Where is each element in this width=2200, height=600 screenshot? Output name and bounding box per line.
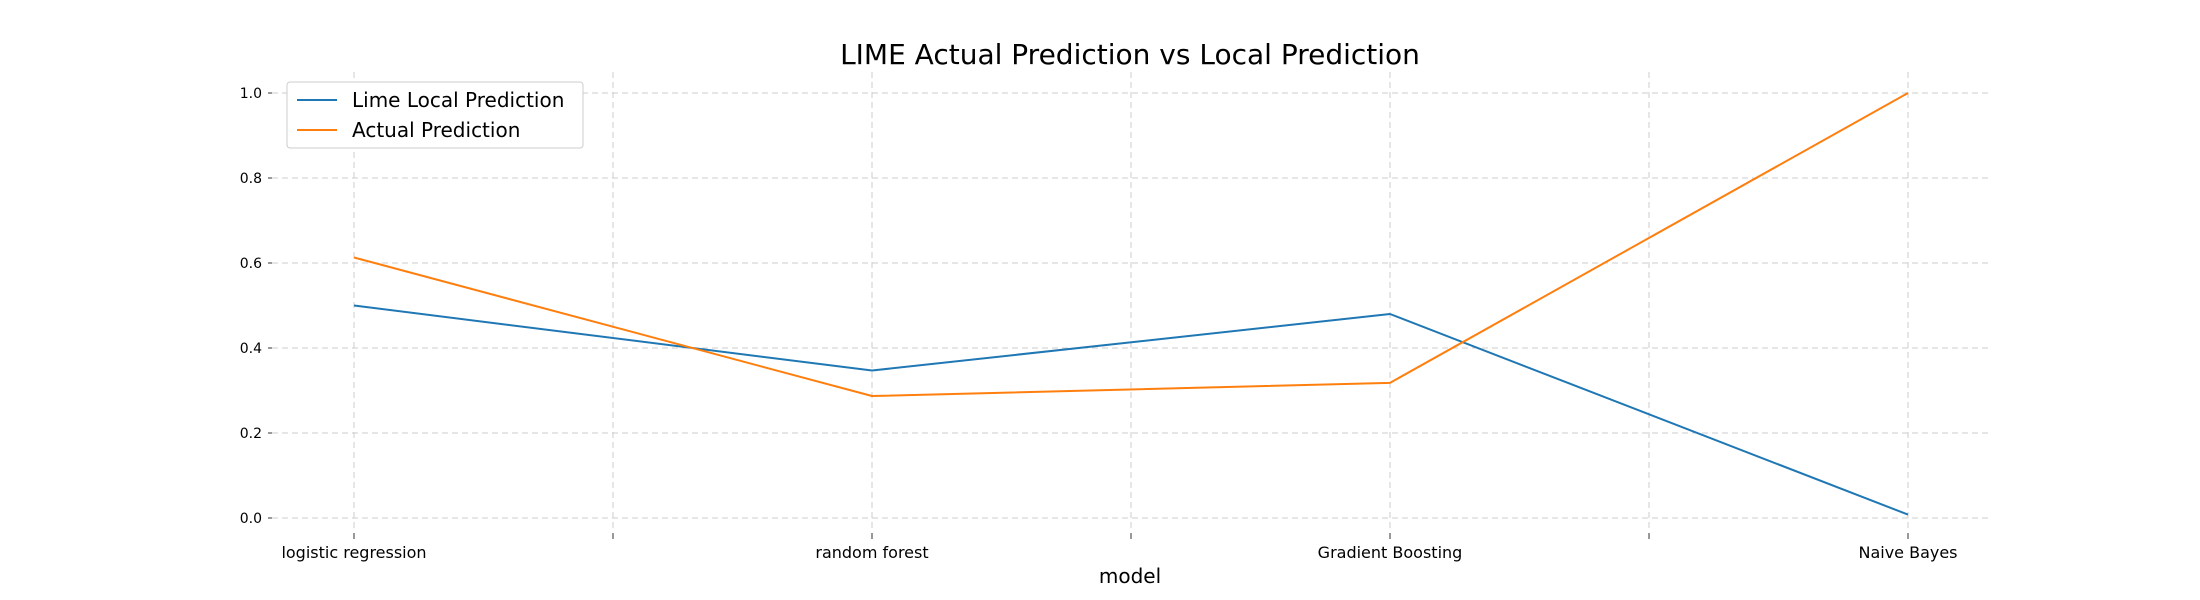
x-tick-label: Naive Bayes (1858, 543, 1957, 562)
y-tick-label: 0.8 (240, 171, 262, 187)
x-tick-label: Gradient Boosting (1318, 543, 1463, 562)
y-tick-label: 0.0 (240, 511, 262, 527)
y-tick-label: 1.0 (240, 86, 262, 102)
x-tick-label: logistic regression (281, 543, 426, 562)
y-tick-label: 0.6 (240, 256, 262, 272)
x-tick-label: random forest (815, 543, 928, 562)
y-tick-label: 0.4 (240, 341, 262, 357)
y-axis-ticks: 0.0 0.2 0.4 0.6 0.8 1.0 (240, 86, 272, 527)
x-axis-ticks: logistic regression random forest Gradient… (281, 533, 1958, 562)
series-line-0 (353, 304, 1909, 516)
legend-entry-lime-local: Lime Local Prediction (352, 88, 564, 112)
series-lines (353, 92, 1909, 516)
chart-title: LIME Actual Prediction vs Local Predicti… (840, 38, 1420, 71)
y-tick-label: 0.2 (240, 426, 262, 442)
grid (272, 72, 1990, 530)
x-axis-label: model (1099, 564, 1161, 588)
legend: Lime Local Prediction Actual Prediction (286, 81, 584, 149)
legend-entry-actual: Actual Prediction (352, 118, 520, 142)
series-line-1 (353, 92, 1909, 398)
legend-frame (286, 81, 584, 149)
